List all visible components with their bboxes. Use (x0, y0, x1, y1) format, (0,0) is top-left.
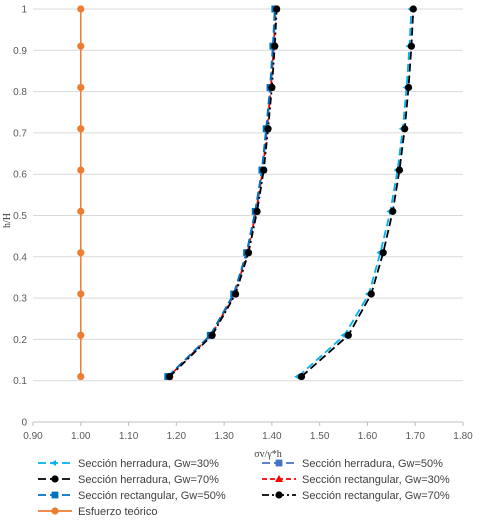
legend-item: Sección herradura, Gw=30% (38, 458, 219, 470)
series-line (169, 8, 278, 378)
data-point (77, 166, 85, 174)
y-tick-label: 0.6 (13, 170, 27, 181)
data-point (268, 83, 276, 92)
data-point (77, 249, 85, 257)
data-point (273, 5, 281, 13)
data-point (367, 290, 375, 298)
legend-item: Sección herradura, Gw=50% (262, 458, 443, 470)
data-point (77, 331, 85, 339)
legend-marker (275, 491, 283, 499)
data-point (389, 207, 397, 215)
series-2 (164, 5, 279, 380)
legend-item: Sección rectangular, Gw=70% (262, 490, 450, 502)
legend-item: Sección rectangular, Gw=50% (38, 490, 226, 502)
y-tick-label: 0.4 (13, 252, 27, 263)
data-point (379, 249, 387, 257)
x-tick-label: 0.90 (23, 431, 43, 442)
y-axis-title: h/H (2, 213, 13, 228)
legend: Sección herradura, Gw=30% Sección herradu… (38, 458, 450, 518)
data-point (77, 83, 85, 92)
legend-marker (51, 460, 56, 466)
legend-marker (275, 475, 283, 482)
legend-marker (51, 507, 59, 515)
x-tick-label: 1.10 (119, 431, 139, 442)
data-point (77, 290, 85, 298)
axes: 0 0.1 0.2 0.3 0.4 0.5 0.6 0.7 0.8 0.9 1 0.90 1.00 1.1… (2, 5, 473, 461)
x-tick-label: 1.00 (71, 431, 91, 442)
y-tick-label: 0.1 (13, 376, 27, 387)
data-point (253, 207, 261, 215)
data-point (208, 331, 216, 339)
data-point (77, 207, 85, 215)
series-line (300, 8, 415, 378)
data-point (264, 125, 272, 133)
y-tick-label: 0.8 (13, 87, 27, 98)
y-tick-label: 0 (21, 418, 27, 429)
legend-label: Esfuerzo teórico (78, 506, 157, 518)
data-point (271, 42, 279, 50)
data-point (344, 331, 352, 339)
x-tick-label: 1.50 (310, 431, 330, 442)
y-tick-label: 1 (21, 5, 27, 16)
series-3 (297, 5, 417, 381)
data-point (340, 332, 346, 339)
x-axis-title: σv/γ*h (254, 449, 282, 460)
x-tick-label: 1.40 (262, 431, 282, 442)
series-1 (294, 6, 413, 380)
series-4 (164, 5, 280, 380)
x-tick-label: 1.60 (358, 431, 378, 442)
data-point (401, 125, 409, 133)
legend-label: Sección rectangular, Gw=30% (302, 474, 450, 486)
data-point (231, 290, 240, 298)
data-point (77, 5, 85, 13)
data-point (407, 42, 415, 50)
data-point (409, 5, 417, 13)
legend-label: Sección herradura, Gw=50% (302, 458, 443, 470)
y-tick-label: 0.7 (13, 128, 27, 139)
grid (33, 8, 463, 423)
data-point (77, 42, 85, 50)
y-tick-label: 0.9 (13, 46, 27, 57)
legend-label: Sección herradura, Gw=70% (78, 474, 219, 486)
y-tick-label: 0.3 (13, 294, 27, 305)
legend-label: Sección herradura, Gw=30% (78, 458, 219, 470)
series-5 (164, 5, 279, 380)
data-point (395, 166, 404, 174)
x-tick-label: 1.70 (405, 431, 425, 442)
series-6 (166, 5, 281, 381)
y-tick-label: 0.5 (13, 211, 27, 222)
data-point (244, 249, 253, 257)
legend-item: Sección herradura, Gw=70% (38, 474, 219, 486)
data-point (297, 372, 306, 381)
x-tick-label: 1.80 (453, 431, 473, 442)
y-tick-label: 0.2 (13, 335, 27, 346)
legend-marker (275, 459, 283, 467)
data-point (260, 166, 268, 174)
legend-item: Sección rectangular, Gw=30% (262, 474, 450, 486)
legend-label: Sección rectangular, Gw=70% (302, 490, 450, 502)
x-tick-label: 1.30 (214, 431, 234, 442)
series-line (167, 8, 276, 378)
legend-marker (51, 475, 59, 483)
data-point (404, 83, 413, 92)
data-point (166, 372, 174, 381)
series-group (77, 5, 417, 381)
legend-label: Sección rectangular, Gw=50% (78, 490, 226, 502)
data-point (77, 125, 85, 133)
legend-marker (51, 491, 59, 499)
series-7 (77, 5, 85, 381)
legend-item: Esfuerzo teórico (38, 506, 157, 518)
data-point (77, 372, 85, 381)
data-point (294, 373, 300, 380)
series-line (297, 8, 413, 378)
x-tick-label: 1.20 (167, 431, 187, 442)
